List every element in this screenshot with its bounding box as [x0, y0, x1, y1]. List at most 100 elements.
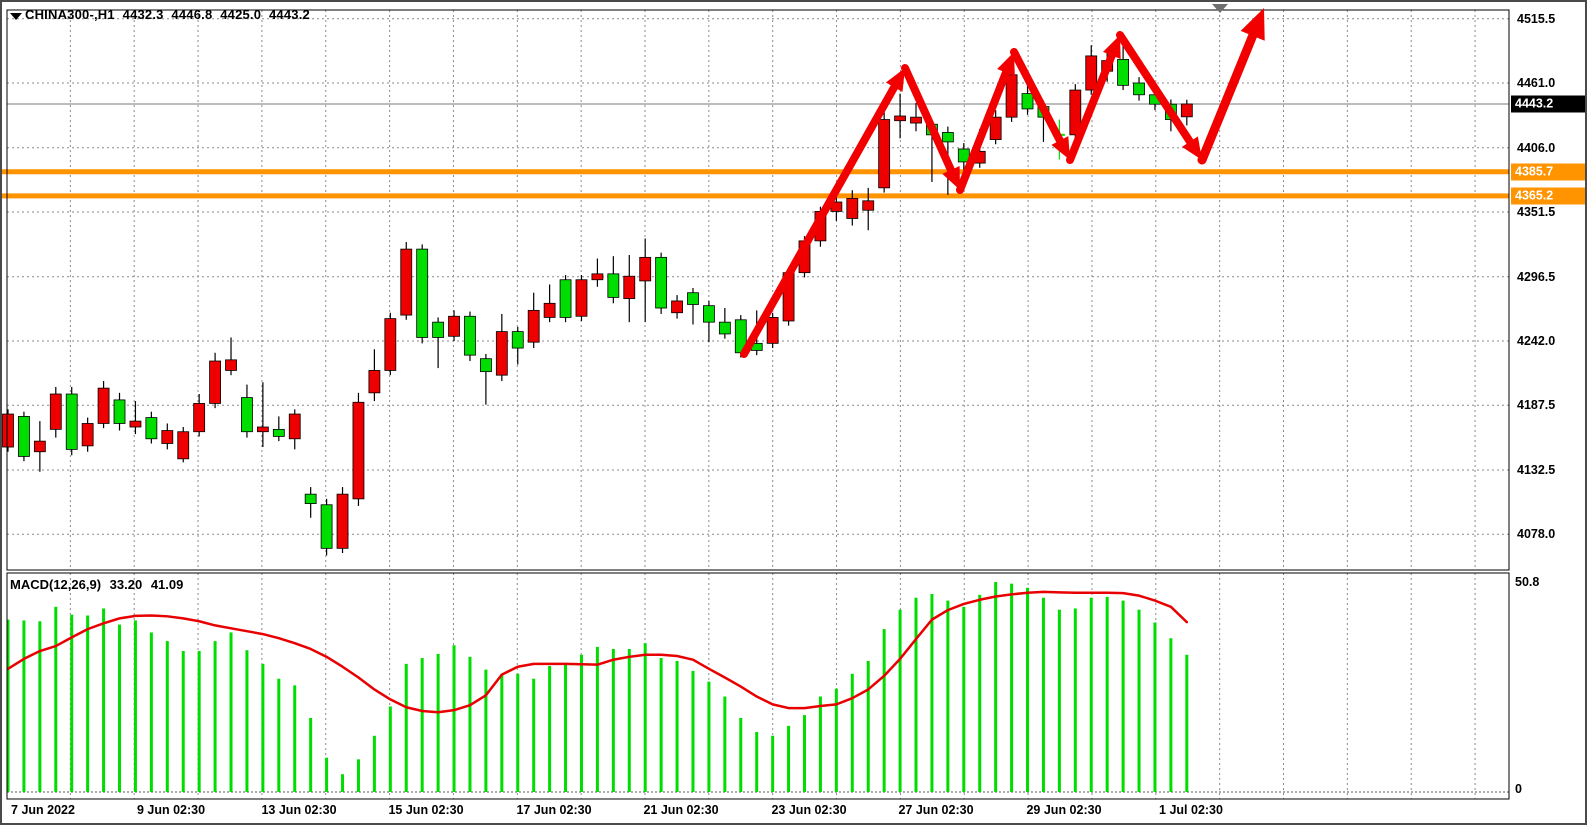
candle[interactable] — [145, 417, 158, 440]
chart-shift-marker-icon[interactable] — [1212, 4, 1228, 13]
macd-bar — [356, 759, 360, 792]
candle[interactable] — [862, 200, 875, 211]
candle[interactable] — [448, 315, 460, 337]
candle[interactable] — [559, 279, 572, 318]
candle[interactable] — [766, 317, 779, 344]
date-axis-label[interactable]: 17 Jun 02:30 — [516, 803, 592, 817]
macd-bar — [818, 696, 822, 792]
candle[interactable] — [384, 318, 397, 371]
trend-arrow-segment[interactable] — [956, 66, 1011, 194]
candle[interactable] — [33, 440, 46, 453]
candle[interactable] — [639, 256, 652, 282]
candle[interactable] — [1133, 82, 1145, 96]
candle[interactable] — [1069, 89, 1082, 136]
macd-bar — [213, 641, 217, 792]
candle[interactable] — [989, 116, 1002, 140]
symbol-dropdown-icon[interactable] — [10, 13, 22, 20]
date-axis-label[interactable]: 23 Jun 02:30 — [771, 803, 847, 817]
macd-bar — [787, 725, 791, 792]
candle[interactable] — [894, 115, 906, 122]
candle[interactable] — [177, 431, 190, 460]
macd-bar — [532, 678, 536, 792]
trend-arrowhead[interactable] — [997, 52, 1015, 76]
trend-arrowhead[interactable] — [942, 166, 960, 190]
candle[interactable] — [241, 397, 253, 433]
candle[interactable] — [1085, 55, 1098, 91]
candle[interactable] — [272, 428, 285, 437]
candle[interactable] — [910, 116, 922, 124]
trend-arrow-segment[interactable] — [1197, 29, 1258, 165]
candle[interactable] — [464, 315, 476, 356]
candle[interactable] — [495, 331, 508, 376]
macd-bar — [595, 646, 599, 792]
candle[interactable] — [97, 387, 110, 424]
candle[interactable] — [113, 399, 126, 424]
candle[interactable] — [623, 275, 636, 299]
date-axis-label[interactable]: 15 Jun 02:30 — [388, 803, 464, 817]
trend-arrow-segment[interactable] — [901, 64, 956, 176]
trend-arrowhead[interactable] — [1051, 136, 1070, 160]
date-axis-label[interactable]: 9 Jun 02:30 — [136, 803, 206, 817]
candle[interactable] — [432, 321, 445, 338]
candle[interactable] — [193, 403, 206, 433]
trend-arrowhead[interactable] — [1181, 136, 1202, 160]
date-axis-label[interactable]: 13 Jun 02:30 — [261, 803, 337, 817]
candle[interactable] — [288, 413, 301, 440]
trend-arrowhead[interactable] — [885, 68, 905, 92]
candle[interactable] — [846, 198, 859, 219]
date-axis-label[interactable]: 1 Jul 02:30 — [1159, 803, 1223, 817]
candle[interactable] — [527, 309, 540, 343]
candle[interactable] — [352, 401, 365, 500]
trend-arrow-segment[interactable] — [1066, 49, 1117, 164]
candle[interactable] — [718, 321, 731, 335]
candle[interactable] — [1021, 93, 1034, 110]
candle[interactable] — [543, 302, 556, 318]
date-axis-label[interactable]: 27 Jun 02:30 — [898, 803, 974, 817]
candle[interactable] — [304, 493, 317, 504]
candle[interactable] — [607, 273, 620, 298]
candle[interactable] — [591, 273, 604, 281]
trend-arrow-segment[interactable] — [1116, 31, 1196, 148]
macd-bar — [420, 658, 424, 792]
candle[interactable] — [511, 331, 524, 349]
candle[interactable] — [575, 279, 588, 317]
candle[interactable] — [320, 504, 333, 549]
candle[interactable] — [687, 292, 699, 305]
trend-arrow-segment[interactable] — [1010, 48, 1065, 147]
candle[interactable] — [878, 119, 891, 189]
candle[interactable] — [671, 300, 683, 314]
candle[interactable] — [49, 393, 62, 430]
candle[interactable] — [225, 359, 237, 371]
candle[interactable] — [65, 393, 78, 450]
candle[interactable] — [209, 360, 221, 404]
macd-bar — [962, 606, 966, 792]
candle[interactable] — [81, 423, 94, 447]
candle[interactable] — [256, 426, 269, 433]
candle[interactable] — [18, 416, 30, 457]
date-axis-label[interactable]: 7 Jun 2022 — [11, 803, 75, 817]
candle[interactable] — [161, 430, 174, 444]
candle[interactable] — [941, 132, 954, 143]
candle[interactable] — [655, 256, 668, 309]
candle[interactable] — [479, 358, 492, 373]
macd-bar — [133, 620, 137, 792]
candle[interactable] — [1117, 59, 1129, 86]
trend-arrowhead[interactable] — [1103, 35, 1121, 59]
date-axis-label[interactable]: 21 Jun 02:30 — [643, 803, 719, 817]
candle[interactable] — [400, 248, 413, 316]
date-axis-label[interactable]: 29 Jun 02:30 — [1026, 803, 1102, 817]
candle[interactable] — [416, 248, 429, 338]
candle[interactable] — [368, 370, 381, 394]
candle[interactable] — [1180, 103, 1193, 118]
macd-bar — [1169, 638, 1173, 792]
candle[interactable] — [336, 493, 349, 549]
macd-bar — [118, 624, 122, 792]
candle[interactable] — [2, 413, 14, 448]
trend-arrowhead[interactable] — [1240, 8, 1265, 41]
candle[interactable] — [1005, 74, 1018, 118]
candle[interactable] — [129, 420, 142, 428]
candle[interactable] — [703, 305, 715, 323]
trend-arrow-segment[interactable] — [740, 81, 900, 358]
close-value: 4443.2 — [268, 7, 310, 22]
